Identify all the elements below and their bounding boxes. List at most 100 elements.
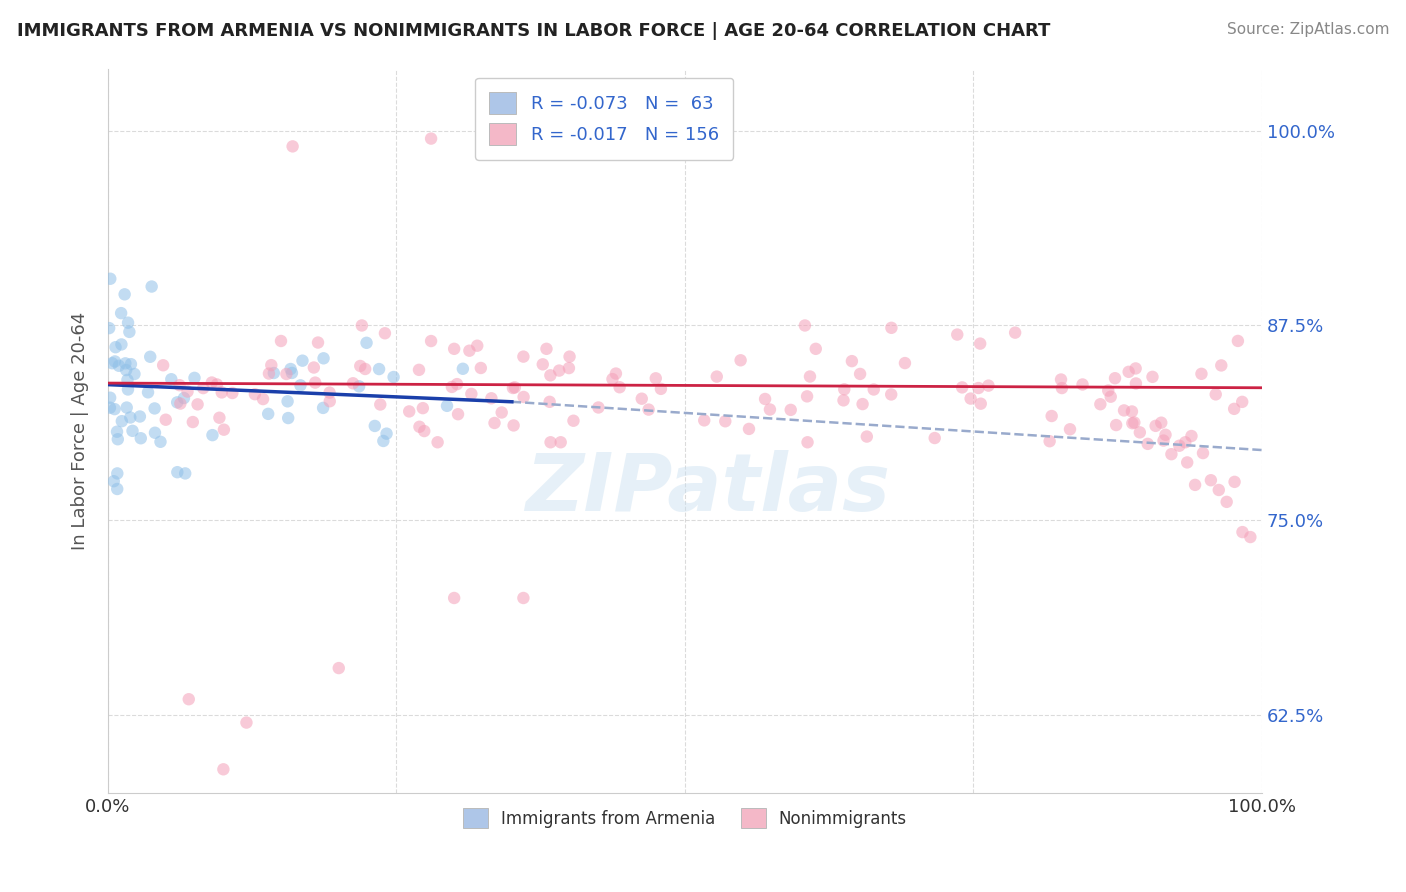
Point bbox=[562, 414, 585, 428]
Point bbox=[538, 394, 561, 409]
Point bbox=[152, 358, 174, 372]
Point bbox=[277, 411, 299, 425]
Point bbox=[328, 661, 350, 675]
Point bbox=[277, 394, 299, 409]
Point bbox=[1123, 416, 1146, 430]
Point bbox=[1208, 483, 1230, 497]
Point bbox=[538, 368, 561, 383]
Point bbox=[291, 353, 314, 368]
Point bbox=[166, 465, 188, 479]
Point bbox=[187, 397, 209, 411]
Y-axis label: In Labor Force | Age 20-64: In Labor Force | Age 20-64 bbox=[72, 311, 89, 549]
Point bbox=[880, 387, 903, 401]
Point bbox=[967, 381, 990, 395]
Point bbox=[443, 591, 465, 605]
Point bbox=[548, 363, 571, 377]
Point bbox=[796, 435, 818, 450]
Point bbox=[114, 287, 136, 301]
Point bbox=[503, 380, 526, 394]
Point bbox=[1150, 416, 1173, 430]
Point bbox=[412, 401, 434, 416]
Point bbox=[281, 366, 304, 380]
Text: Source: ZipAtlas.com: Source: ZipAtlas.com bbox=[1226, 22, 1389, 37]
Point bbox=[1226, 334, 1249, 348]
Point bbox=[208, 410, 231, 425]
Point bbox=[650, 382, 672, 396]
Point bbox=[738, 422, 761, 436]
Point bbox=[302, 360, 325, 375]
Point bbox=[110, 337, 132, 351]
Point bbox=[465, 339, 488, 353]
Point bbox=[312, 351, 335, 366]
Point bbox=[104, 340, 127, 354]
Point bbox=[602, 372, 624, 386]
Point bbox=[1136, 437, 1159, 451]
Point bbox=[1192, 446, 1215, 460]
Point bbox=[512, 350, 534, 364]
Point bbox=[139, 350, 162, 364]
Point bbox=[470, 361, 492, 376]
Point bbox=[276, 367, 298, 381]
Point bbox=[924, 431, 946, 445]
Point bbox=[120, 410, 142, 425]
Point bbox=[1071, 377, 1094, 392]
Point bbox=[149, 434, 172, 449]
Point bbox=[373, 434, 395, 448]
Point bbox=[121, 424, 143, 438]
Point bbox=[201, 376, 224, 390]
Point bbox=[1050, 381, 1073, 395]
Point bbox=[280, 362, 302, 376]
Point bbox=[1059, 422, 1081, 436]
Point bbox=[460, 387, 482, 401]
Point bbox=[977, 378, 1000, 392]
Point bbox=[436, 399, 458, 413]
Point bbox=[1118, 365, 1140, 379]
Point bbox=[1232, 395, 1254, 409]
Point bbox=[851, 397, 873, 411]
Point bbox=[1125, 376, 1147, 391]
Point bbox=[1211, 359, 1233, 373]
Point bbox=[111, 414, 134, 428]
Point bbox=[637, 402, 659, 417]
Point bbox=[946, 327, 969, 342]
Point bbox=[1175, 455, 1198, 469]
Point bbox=[211, 385, 233, 400]
Point bbox=[143, 425, 166, 440]
Point bbox=[129, 431, 152, 445]
Point bbox=[117, 316, 139, 330]
Point bbox=[1040, 409, 1063, 423]
Point bbox=[420, 131, 443, 145]
Point bbox=[364, 419, 387, 434]
Point bbox=[558, 361, 581, 376]
Point bbox=[447, 407, 470, 421]
Point bbox=[342, 376, 364, 391]
Point bbox=[243, 387, 266, 401]
Point bbox=[484, 416, 506, 430]
Point bbox=[104, 402, 127, 417]
Point bbox=[257, 407, 280, 421]
Point bbox=[141, 279, 163, 293]
Point bbox=[1090, 397, 1112, 411]
Point bbox=[375, 426, 398, 441]
Point bbox=[1144, 418, 1167, 433]
Point bbox=[443, 342, 465, 356]
Point bbox=[1239, 530, 1261, 544]
Text: ZIPatlas: ZIPatlas bbox=[526, 450, 890, 527]
Point bbox=[1050, 372, 1073, 386]
Point bbox=[502, 381, 524, 395]
Point bbox=[174, 467, 197, 481]
Point bbox=[1099, 390, 1122, 404]
Point bbox=[1174, 435, 1197, 450]
Point bbox=[221, 386, 243, 401]
Point bbox=[1223, 401, 1246, 416]
Point bbox=[440, 380, 463, 394]
Legend: Immigrants from Armenia, Nonimmigrants: Immigrants from Armenia, Nonimmigrants bbox=[457, 801, 914, 835]
Text: IMMIGRANTS FROM ARMENIA VS NONIMMIGRANTS IN LABOR FORCE | AGE 20-64 CORRELATION : IMMIGRANTS FROM ARMENIA VS NONIMMIGRANTS… bbox=[17, 22, 1050, 40]
Point bbox=[290, 378, 312, 392]
Point bbox=[970, 397, 993, 411]
Point bbox=[1153, 434, 1175, 448]
Point bbox=[894, 356, 917, 370]
Point bbox=[841, 354, 863, 368]
Point bbox=[714, 414, 737, 428]
Point bbox=[350, 318, 373, 333]
